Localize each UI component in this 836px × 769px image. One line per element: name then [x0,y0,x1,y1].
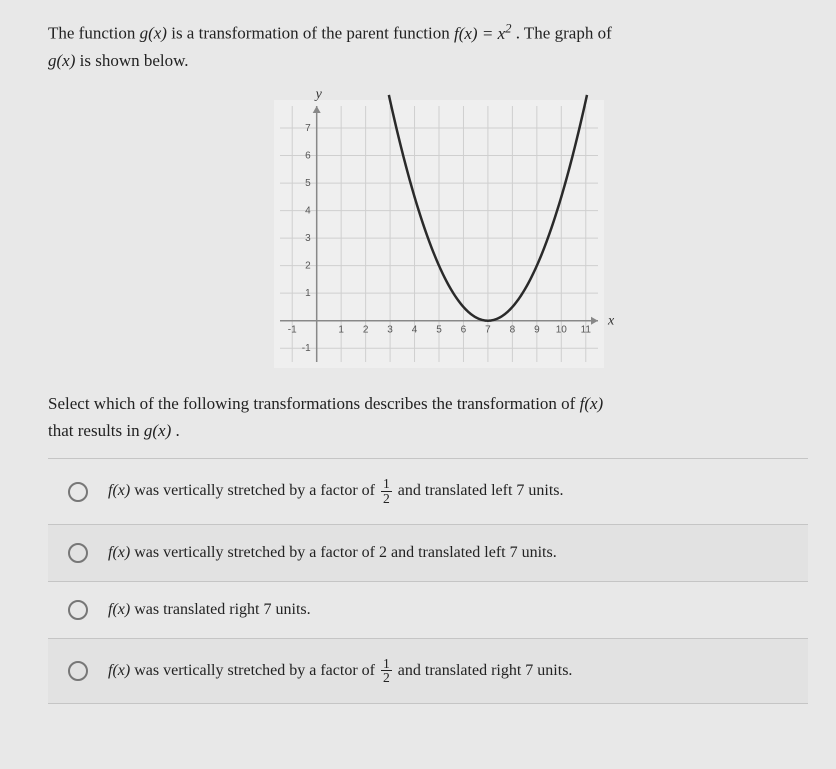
svg-text:6: 6 [305,151,311,162]
text: that results in [48,421,144,440]
svg-text:3: 3 [305,233,311,244]
svg-text:5: 5 [305,178,311,189]
option-b[interactable]: f(x) was vertically stretched by a facto… [48,524,808,581]
math-fx: f(x) = x2 [454,24,511,43]
svg-text:4: 4 [412,325,418,336]
svg-text:10: 10 [556,325,568,336]
math-gx2: g(x) [48,51,75,70]
options-list: f(x) was vertically stretched by a facto… [48,458,808,703]
option-a[interactable]: f(x) was vertically stretched by a facto… [48,458,808,523]
svg-text:y: y [314,87,323,102]
radio-icon[interactable] [68,661,88,681]
text: is shown below. [80,51,189,70]
radio-icon[interactable] [68,600,88,620]
svg-text:2: 2 [363,325,369,336]
option-d[interactable]: f(x) was vertically stretched by a facto… [48,638,808,704]
text: . The graph of [516,24,612,43]
svg-text:4: 4 [305,206,311,217]
option-text: f(x) was translated right 7 units. [108,601,311,619]
svg-text:9: 9 [534,325,540,336]
svg-text:7: 7 [305,123,311,134]
svg-text:-1: -1 [302,343,311,354]
option-text: f(x) was vertically stretched by a facto… [108,544,557,562]
svg-text:-1: -1 [288,325,297,336]
option-c[interactable]: f(x) was translated right 7 units. [48,581,808,638]
text: Select which of the following transforma… [48,394,580,413]
svg-text:2: 2 [305,261,311,272]
option-text: f(x) was vertically stretched by a facto… [108,657,572,685]
svg-text:1: 1 [305,288,311,299]
text: . [175,421,179,440]
math-gx: g(x) [144,421,171,440]
math-gx: g(x) [140,24,167,43]
directions: Select which of the following transforma… [48,390,808,444]
text: is a transformation of the parent functi… [171,24,454,43]
svg-text:3: 3 [387,325,393,336]
svg-text:5: 5 [436,325,442,336]
svg-text:6: 6 [461,325,467,336]
graph-container: -1 1 2 3 4 5 6 7 8 9 10 11 -1 1 2 3 4 5 6 7 x y [48,82,808,382]
radio-icon[interactable] [68,482,88,502]
text: The function [48,24,140,43]
svg-text:11: 11 [581,325,592,336]
problem-statement: The function g(x) is a transformation of… [48,18,808,74]
svg-text:8: 8 [510,325,516,336]
svg-text:x: x [607,314,615,329]
option-text: f(x) was vertically stretched by a facto… [108,477,564,505]
svg-text:1: 1 [338,325,344,336]
graph: -1 1 2 3 4 5 6 7 8 9 10 11 -1 1 2 3 4 5 6 7 x y [238,82,618,382]
svg-text:7: 7 [485,325,491,336]
math-fx: f(x) [580,394,604,413]
radio-icon[interactable] [68,543,88,563]
